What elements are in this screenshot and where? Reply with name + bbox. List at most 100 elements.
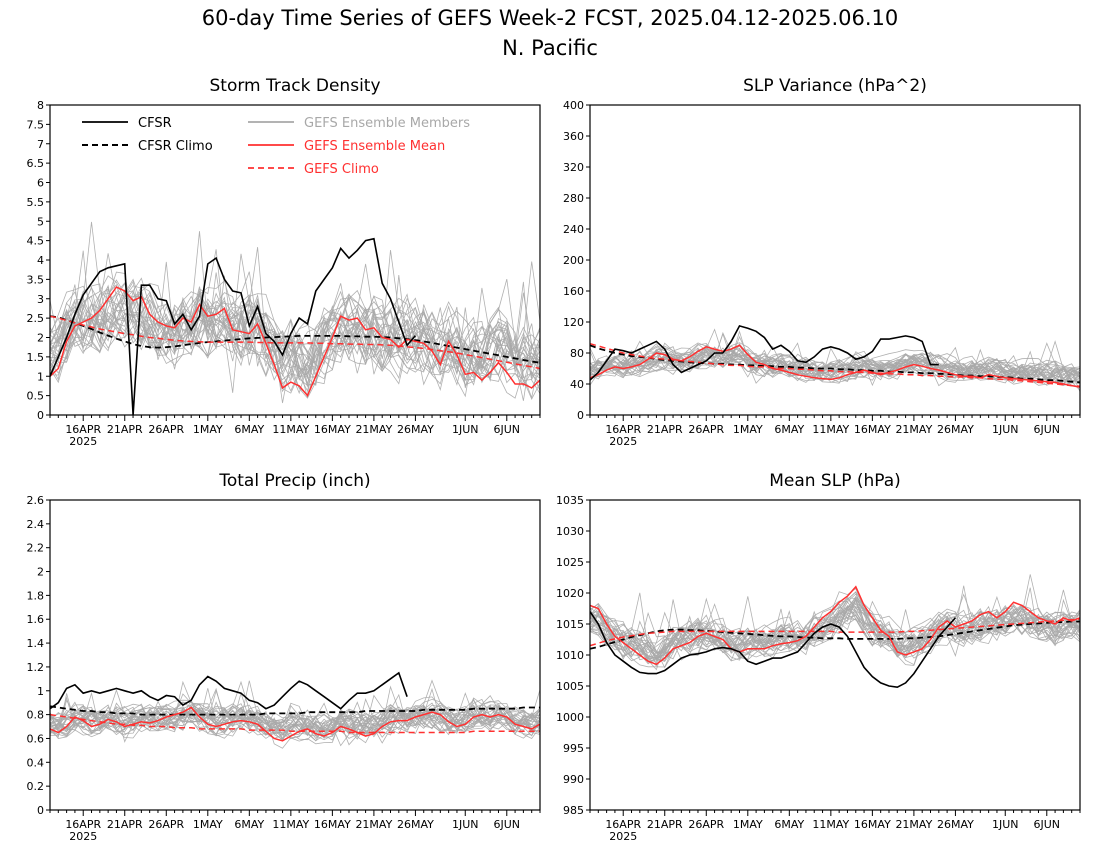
y-tick-label: 6 — [37, 177, 44, 190]
x-tick-label: 16MAY — [314, 423, 351, 436]
ensemble-members — [590, 574, 1080, 671]
y-tick-label: 2 — [37, 332, 44, 345]
y-tick-label: 4.5 — [27, 235, 45, 248]
panel-title: Storm Track Density — [209, 76, 380, 96]
panel-frame — [49, 499, 541, 811]
y-tick-label: 1010 — [556, 649, 584, 662]
figure-title-line2: N. Pacific — [502, 36, 598, 60]
x-tick-label: 11MAY — [272, 818, 309, 831]
y-tick-label: 360 — [563, 130, 584, 143]
x-tick-label: 21APR — [647, 423, 683, 436]
x-tick-label: 16APR — [605, 423, 641, 436]
y-tick-label: 0.6 — [27, 732, 45, 745]
ensemble-member-line — [590, 344, 1080, 380]
y-tick-label: 0 — [37, 409, 44, 422]
y-tick-label: 400 — [563, 99, 584, 112]
y-tick-label: 4 — [37, 254, 44, 267]
x-tick-label: 6JUN — [1034, 818, 1061, 831]
ensemble-member-line — [50, 689, 540, 739]
x-tick-label: 26MAY — [397, 818, 434, 831]
ensemble-member-line — [50, 280, 540, 391]
ensemble-member-line — [50, 283, 540, 381]
y-tick-label: 0 — [37, 804, 44, 817]
ensemble-member-line — [50, 679, 540, 741]
x-tick-label: 1JUN — [992, 423, 1019, 436]
y-tick-label: 1030 — [556, 525, 584, 538]
y-tick-label: 0 — [577, 409, 584, 422]
x-tick-label: 21MAY — [355, 423, 392, 436]
ensemble-member-line — [50, 680, 540, 738]
ensemble-member-line — [590, 344, 1080, 385]
x-tick-label: 1JUN — [992, 818, 1019, 831]
plot-area — [50, 671, 540, 749]
x-year-label: 2025 — [609, 830, 637, 843]
ensemble-member-line — [590, 596, 1080, 661]
x-tick-label: 1MAY — [193, 423, 223, 436]
x-tick-label: 1MAY — [193, 818, 223, 831]
y-tick-label: 0.5 — [27, 390, 45, 403]
x-tick-label: 6JUN — [494, 423, 521, 436]
y-tick-label: 200 — [563, 254, 584, 267]
series-cfsr-climo — [590, 620, 1080, 650]
x-tick-label: 26APR — [688, 818, 724, 831]
ensemble-member-line — [50, 705, 540, 739]
y-tick-label: 6.5 — [27, 157, 45, 170]
series-gefs-ensemble-mean — [50, 286, 540, 398]
y-tick-label: 0.2 — [27, 780, 45, 793]
ensemble-member-line — [50, 691, 540, 742]
x-tick-label: 21APR — [107, 818, 143, 831]
y-tick-label: 2.2 — [27, 542, 45, 555]
y-tick-label: 3.5 — [27, 273, 45, 286]
ensemble-member-line — [590, 587, 1080, 661]
y-tick-label: 1015 — [556, 618, 584, 631]
y-tick-label: 1020 — [556, 587, 584, 600]
y-tick-label: 120 — [563, 316, 584, 329]
ensemble-member-line — [50, 275, 540, 386]
ensemble-member-line — [50, 703, 540, 739]
series-cfsr-climo — [50, 705, 540, 716]
y-tick-label: 1 — [37, 685, 44, 698]
y-tick-label: 8 — [37, 99, 44, 112]
y-tick-label: 0.8 — [27, 709, 45, 722]
panel-slp-variance: SLP Variance (hPa^2) 0 40 80 120 160 200 240 280… — [563, 76, 1081, 448]
y-tick-label: 7 — [37, 138, 44, 151]
plot-area — [50, 221, 540, 415]
y-tick-label: 990 — [563, 773, 584, 786]
legend-label-cfsr: CFSR — [138, 116, 172, 131]
y-tick-label: 320 — [563, 161, 584, 174]
ensemble-member-line — [590, 595, 1080, 660]
y-tick-label: 1 — [37, 370, 44, 383]
x-tick-label: 21MAY — [895, 818, 932, 831]
x-tick-label: 1JUN — [452, 818, 479, 831]
x-tick-label: 16APR — [65, 818, 101, 831]
figure-title-line1: 60-day Time Series of GEFS Week-2 FCST, … — [202, 6, 899, 30]
y-tick-label: 3 — [37, 293, 44, 306]
y-tick-label: 80 — [570, 347, 584, 360]
ensemble-member-line — [50, 703, 540, 741]
y-tick-label: 2.4 — [27, 518, 45, 531]
panel-mean-slp: Mean SLP (hPa) 985 990 995 1000 1005 1010 1015 1… — [556, 471, 1081, 843]
x-tick-label: 1MAY — [733, 423, 763, 436]
x-tick-label: 11MAY — [812, 423, 849, 436]
x-tick-label: 21MAY — [355, 818, 392, 831]
ensemble-member-line — [50, 221, 540, 391]
x-tick-label: 26APR — [688, 423, 724, 436]
x-tick-label: 16MAY — [314, 818, 351, 831]
y-tick-label: 1005 — [556, 680, 584, 693]
series-cfsr — [590, 611, 956, 689]
x-tick-label: 16APR — [605, 818, 641, 831]
x-tick-label: 6MAY — [774, 818, 804, 831]
plot-area — [590, 324, 1080, 393]
ensemble-member-line — [590, 605, 1080, 669]
series-gefs-climo — [50, 315, 540, 370]
ensemble-member-line — [50, 271, 540, 394]
x-tick-label: 16MAY — [854, 423, 891, 436]
x-tick-label: 26MAY — [937, 818, 974, 831]
series-cfsr-climo — [50, 315, 540, 364]
ensemble-member-line — [50, 701, 540, 736]
x-tick-label: 6MAY — [234, 818, 264, 831]
y-tick-label: 1.6 — [27, 613, 45, 626]
ensemble-member-line — [590, 347, 1080, 387]
x-tick-label: 21APR — [647, 818, 683, 831]
ensemble-member-line — [590, 342, 1080, 381]
